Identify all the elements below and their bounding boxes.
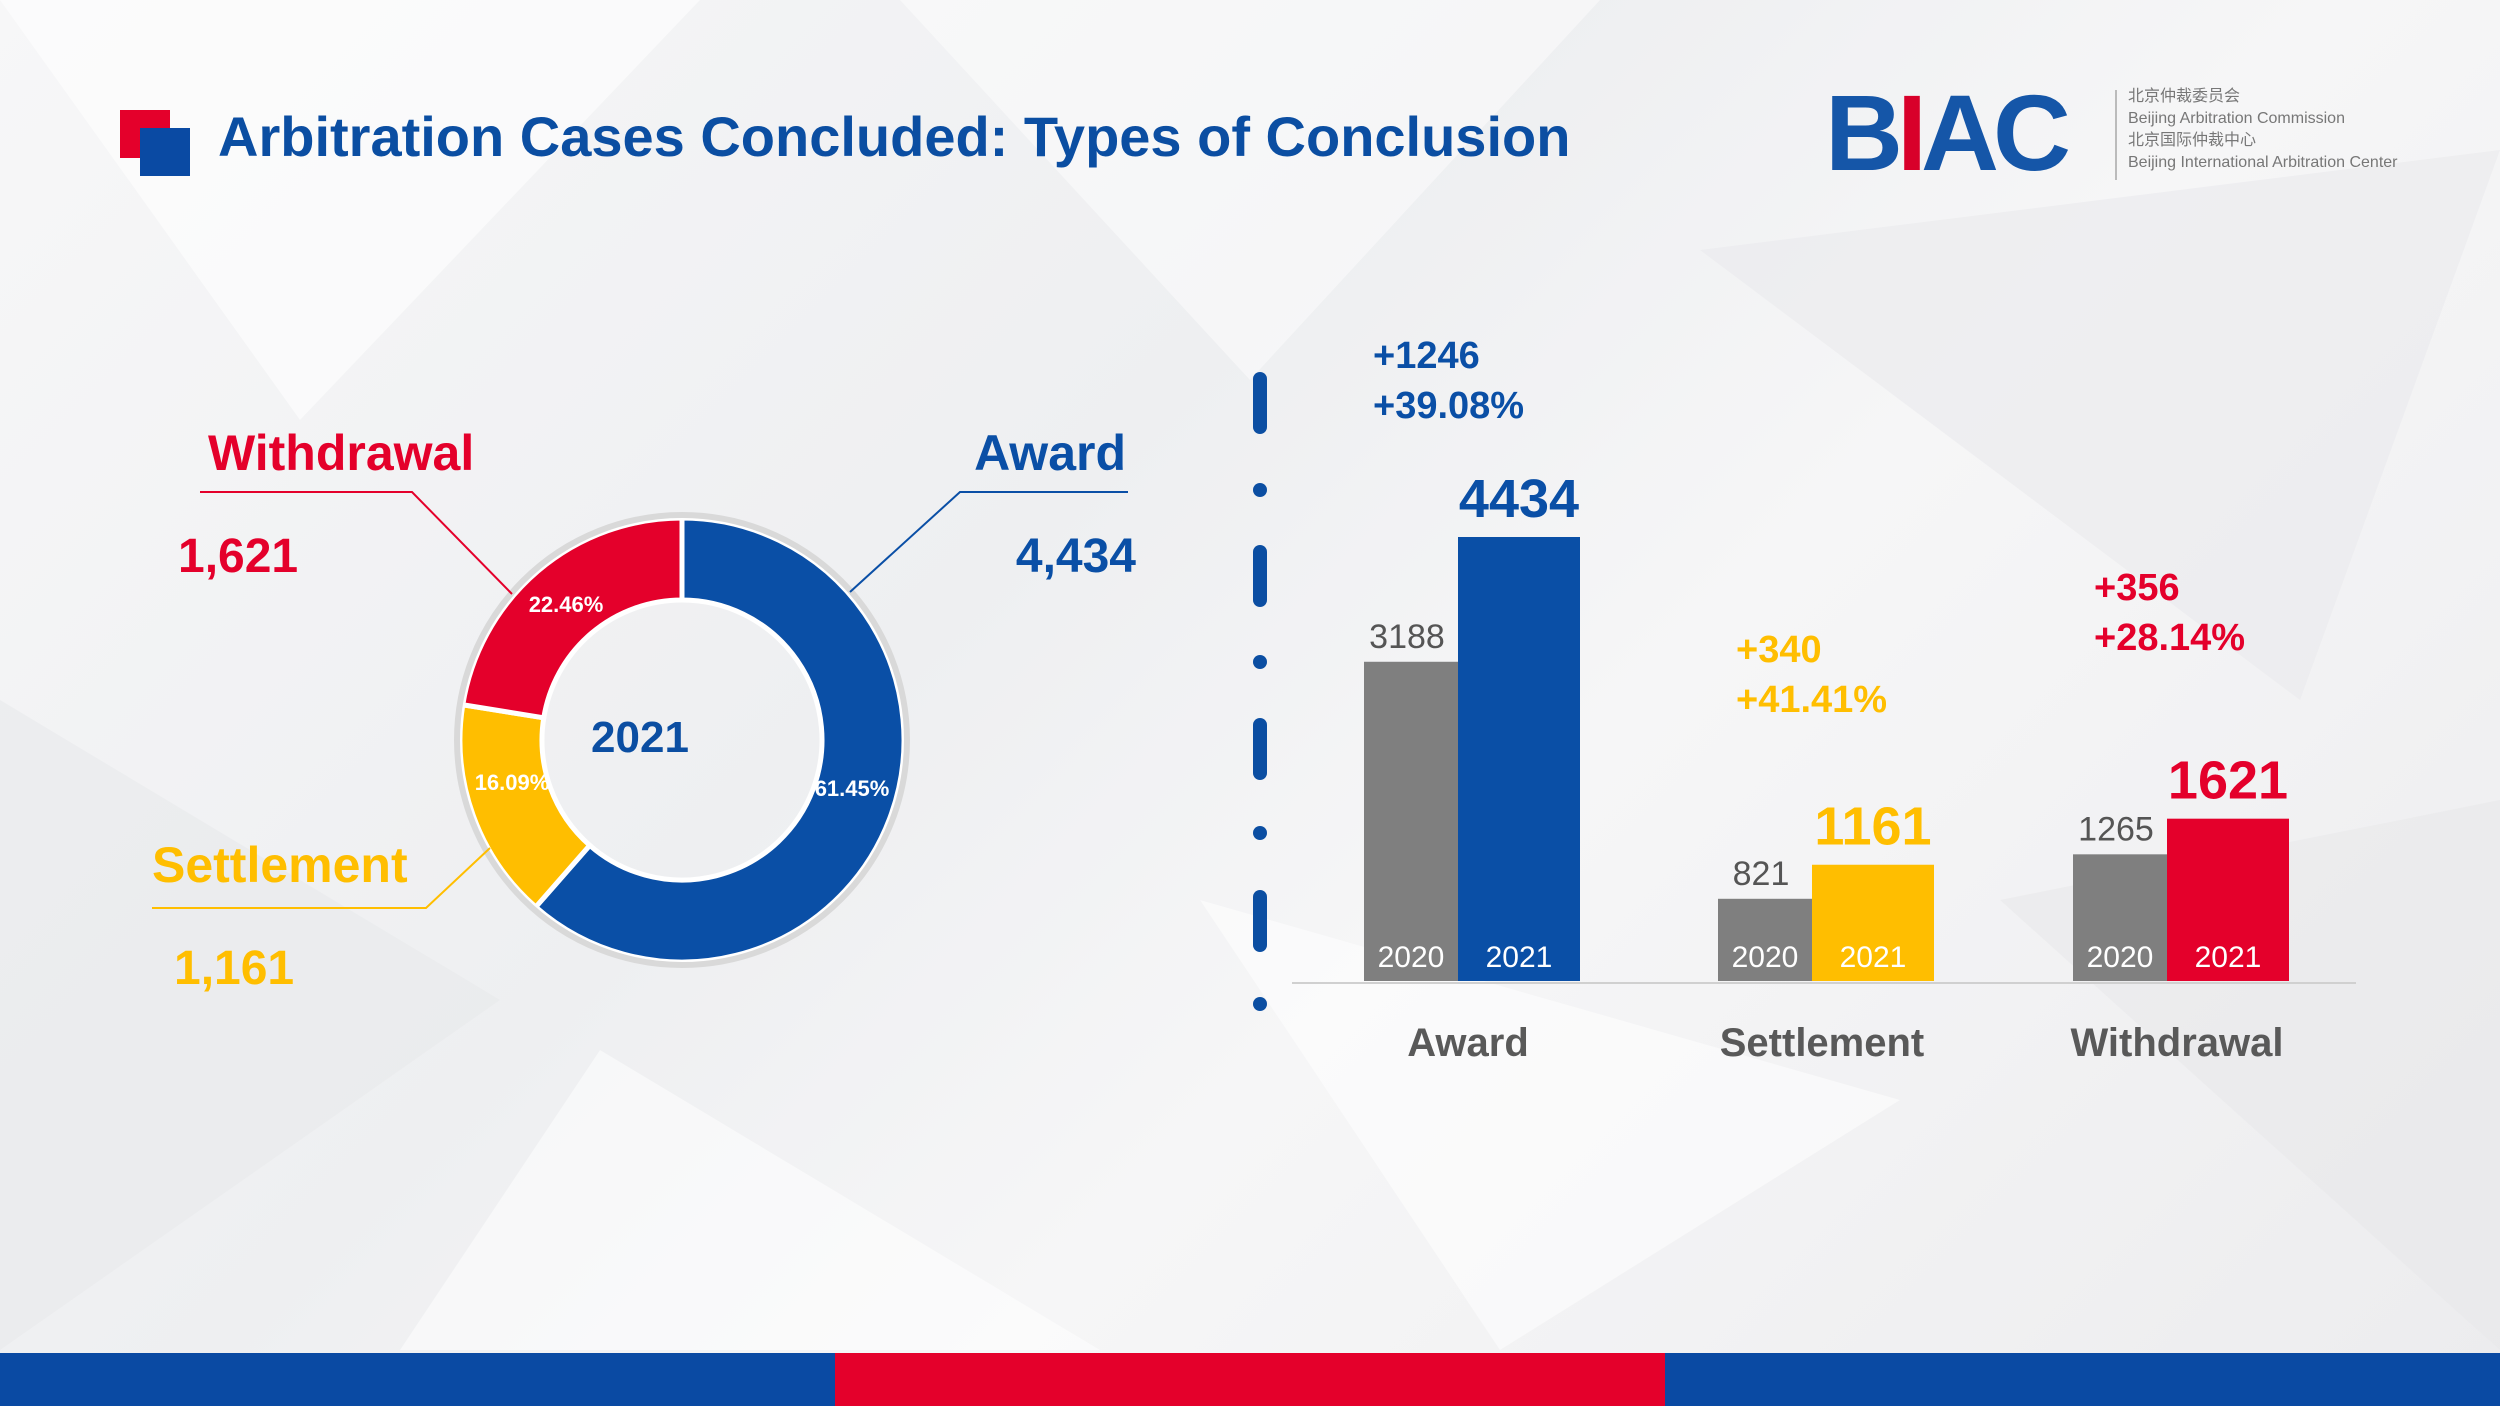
biac-logo: BIAC 北京仲裁委员会 Beijing Arbitration Commiss… bbox=[1825, 78, 2440, 188]
bar-value-2021-award: 4434 bbox=[1459, 469, 1579, 529]
page-title: Arbitration Cases Concluded: Types of Co… bbox=[218, 105, 1571, 168]
bar-2021-withdrawal bbox=[2167, 818, 2289, 981]
withdrawal-callout-value: 1,621 bbox=[178, 530, 298, 583]
bar-year-label-2020-award: 2020 bbox=[1378, 941, 1445, 974]
withdrawal-leader-line bbox=[200, 491, 513, 595]
bar-year-label-2020-settlement: 2020 bbox=[1732, 941, 1799, 974]
x-tick-withdrawal: Withdrawal bbox=[2071, 1021, 2284, 1065]
bar-2020-withdrawal bbox=[2073, 854, 2167, 981]
bar-2021-settlement bbox=[1812, 864, 1934, 981]
bar-year-label-2021-settlement: 2021 bbox=[1840, 941, 1907, 974]
bar-year-label-2021-award: 2021 bbox=[1486, 941, 1553, 974]
award-callout-value: 4,434 bbox=[1016, 530, 1136, 583]
bar-value-2021-settlement: 1161 bbox=[1814, 797, 1931, 857]
change-abs-withdrawal: +356 bbox=[2094, 567, 2180, 609]
bar-value-2020-award: 3188 bbox=[1369, 618, 1445, 656]
settlement-callout-label: Settlement bbox=[152, 837, 408, 893]
bar-value-2020-withdrawal: 1265 bbox=[2078, 810, 2154, 848]
donut-slice-award bbox=[532, 515, 907, 965]
award-leader-line bbox=[849, 491, 1128, 593]
donut-percent-withdrawal: 22.46% bbox=[529, 592, 604, 617]
change-abs-settlement: +340 bbox=[1736, 629, 1822, 671]
donut-percent-award: 61.45% bbox=[815, 776, 890, 801]
bar-2020-settlement bbox=[1718, 898, 1812, 981]
settlement-leader-line bbox=[152, 847, 491, 909]
x-tick-settlement: Settlement bbox=[1720, 1021, 1925, 1065]
x-tick-award: Award bbox=[1407, 1021, 1529, 1065]
withdrawal-callout-label: Withdrawal bbox=[208, 425, 474, 481]
change-pct-settlement: +41.41% bbox=[1736, 679, 1887, 721]
settlement-callout-value: 1,161 bbox=[174, 942, 294, 995]
bar-year-label-2020-withdrawal: 2020 bbox=[2087, 941, 2154, 974]
award-callout-label: Award bbox=[974, 425, 1126, 481]
donut-center-label: 2021 bbox=[591, 713, 689, 762]
donut-percent-settlement: 16.09% bbox=[475, 770, 550, 795]
change-abs-award: +1246 bbox=[1373, 335, 1480, 377]
bar-value-2021-withdrawal: 1621 bbox=[2168, 751, 2288, 811]
footer-band bbox=[0, 1353, 2500, 1406]
logo-mark: BIAC bbox=[1825, 72, 2071, 193]
bar-value-2020-settlement: 821 bbox=[1733, 855, 1790, 893]
donut-slice-withdrawal bbox=[459, 515, 685, 721]
bar-year-label-2021-withdrawal: 2021 bbox=[2195, 941, 2262, 974]
bar-2020-award bbox=[1364, 661, 1458, 981]
dashed-separator bbox=[1253, 372, 1267, 1011]
change-pct-withdrawal: +28.14% bbox=[2094, 617, 2245, 659]
change-pct-award: +39.08% bbox=[1373, 385, 1524, 427]
bar-2021-award bbox=[1458, 537, 1580, 981]
logo-text: 北京仲裁委员会 Beijing Arbitration Commission 北… bbox=[2128, 88, 2398, 171]
title-mark-icon bbox=[120, 110, 192, 176]
